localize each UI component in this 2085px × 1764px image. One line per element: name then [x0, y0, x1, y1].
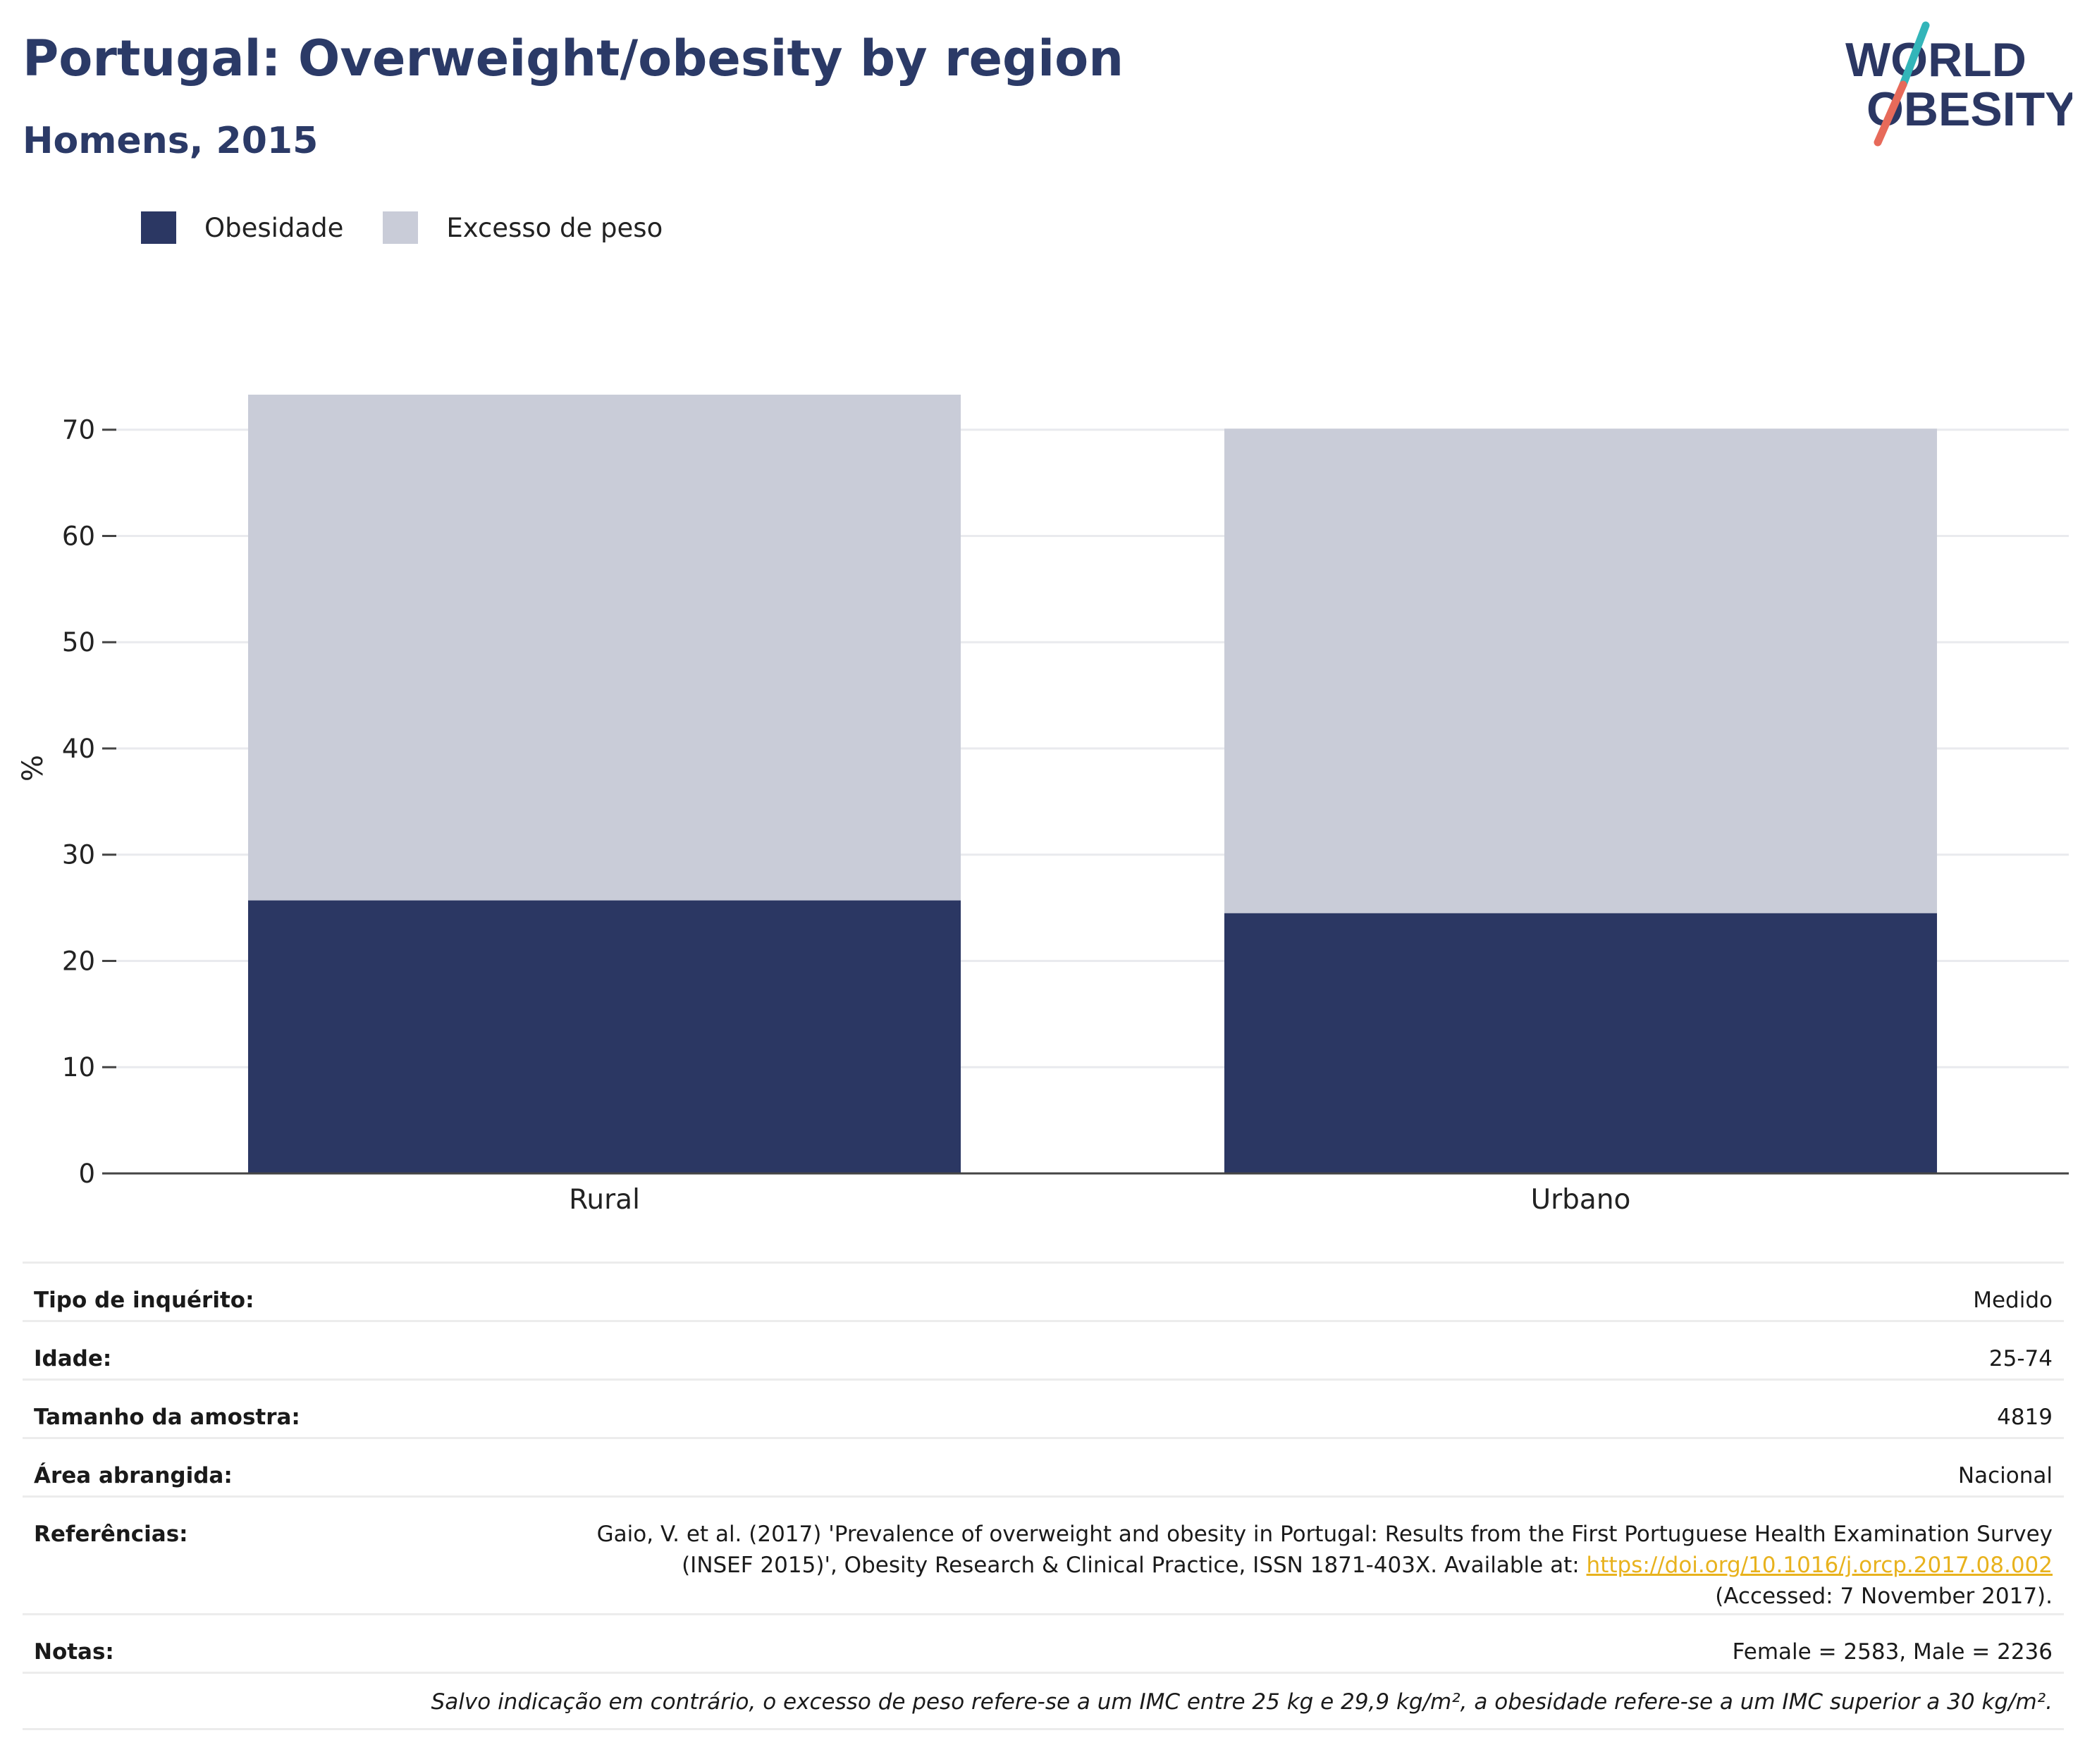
bar-urbano-excesso-de-peso[interactable]: [1224, 428, 1938, 913]
reference-line-1: Gaio, V. et al. (2017) 'Prevalence of ov…: [596, 1522, 2053, 1547]
logo-slash-teal: [1899, 21, 1930, 89]
info-value: 4819: [1997, 1405, 2053, 1430]
info-label: Tipo de inquérito:: [34, 1288, 254, 1313]
bar-rural-excesso-de-peso[interactable]: [247, 395, 961, 901]
info-row-area: Área abrangida: Nacional: [23, 1437, 2064, 1495]
logo-line1: WORLD: [1845, 33, 2026, 87]
bar-urbano-obesidade[interactable]: [1224, 913, 1938, 1173]
stacked-bar-chart: 0 10 20 30 40 50 60 70 Rural Urbano %: [17, 395, 2069, 1216]
legend-item-excesso-de-peso[interactable]: Excesso de peso: [383, 211, 663, 244]
logo-slash-coral: [1874, 80, 1907, 147]
reference-doi-link[interactable]: https://doi.org/10.1016/j.orcp.2017.08.0…: [1586, 1553, 2053, 1578]
info-value: 25-74: [1988, 1346, 2053, 1371]
info-label: Tamanho da amostra:: [34, 1405, 300, 1430]
y-tick-label: 10: [62, 1052, 95, 1083]
info-label: Referências:: [34, 1522, 188, 1547]
info-row-notes: Notas: Female = 2583, Male = 2236: [23, 1613, 2064, 1672]
y-tick-label: 0: [78, 1159, 95, 1189]
references-text: Gaio, V. et al. (2017) 'Prevalence of ov…: [597, 1519, 2053, 1612]
info-value: Female = 2583, Male = 2236: [1732, 1639, 2053, 1665]
reference-line-3: (Accessed: 7 November 2017).: [1715, 1584, 2053, 1609]
chart-legend: Obesidade Excesso de peso: [141, 211, 702, 244]
info-label: Área abrangida:: [34, 1463, 233, 1488]
legend-swatch-excesso-de-peso: [383, 211, 419, 244]
reference-line-2: (INSEF 2015)', Obesity Research & Clinic…: [597, 1550, 2053, 1581]
y-tick-label: 40: [62, 734, 95, 764]
info-row-age: Idade: 25-74: [23, 1320, 2064, 1378]
x-tick-label: Rural: [569, 1184, 640, 1216]
bmi-footnote: Salvo indicação em contrário, o excesso …: [23, 1672, 2064, 1730]
info-row-sample-size: Tamanho da amostra: 4819: [23, 1378, 2064, 1437]
info-label: Notas:: [34, 1639, 114, 1665]
y-tick-label: 70: [62, 415, 95, 445]
y-tick-label: 50: [62, 627, 95, 658]
info-value: Nacional: [1957, 1463, 2053, 1488]
legend-item-obesidade[interactable]: Obesidade: [141, 211, 343, 244]
legend-swatch-obesidade: [141, 211, 176, 244]
page-subtitle: Homens, 2015: [23, 120, 319, 162]
survey-info-table: Tipo de inquérito: Medido Idade: 25-74 T…: [23, 1262, 2064, 1730]
x-tick-label: Urbano: [1531, 1184, 1631, 1216]
y-tick-label: 30: [62, 840, 95, 870]
reference-line-2-text: (INSEF 2015)', Obesity Research & Clinic…: [682, 1553, 1587, 1578]
info-label: Idade:: [34, 1346, 112, 1371]
y-tick-label: 60: [62, 521, 95, 551]
page-title: Portugal: Overweight/obesity by region: [23, 30, 1124, 87]
x-axis-labels: Rural Urbano: [116, 1172, 2069, 1216]
legend-label-obesidade: Obesidade: [204, 212, 344, 243]
y-tick-label: 20: [62, 946, 95, 976]
world-obesity-logo: WORLD OBESITY: [1845, 21, 2072, 147]
legend-label-excesso-de-peso: Excesso de peso: [446, 212, 663, 243]
y-axis-ticks: 0 10 20 30 40 50 60 70: [62, 415, 116, 1189]
bars: [247, 395, 1938, 1173]
y-axis-label: %: [17, 755, 49, 782]
info-row-survey-type: Tipo de inquérito: Medido: [23, 1262, 2064, 1320]
info-value: Medido: [1973, 1288, 2053, 1313]
info-row-references: Referências: Gaio, V. et al. (2017) 'Pre…: [23, 1495, 2064, 1613]
bar-rural-obesidade[interactable]: [247, 900, 961, 1173]
